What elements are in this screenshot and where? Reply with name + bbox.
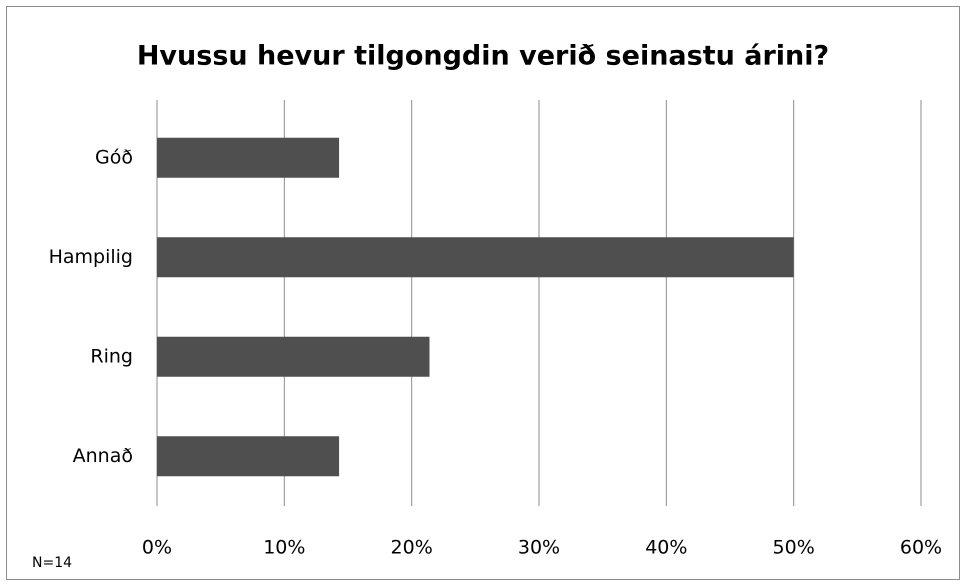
- chart-frame: [6, 6, 960, 580]
- chart-title: Hvussu hevur tilgongdin verið seinastu á…: [137, 41, 829, 72]
- x-tick-label: 0%: [142, 537, 172, 559]
- x-tick-label: 20%: [391, 537, 433, 559]
- x-tick-label: 40%: [645, 537, 687, 559]
- x-tick-label: 30%: [518, 537, 560, 559]
- y-tick-label: Góð: [95, 146, 133, 168]
- x-tick-label: 10%: [263, 537, 305, 559]
- y-tick-label: Ring: [90, 345, 133, 367]
- bar: [157, 237, 794, 278]
- bar: [157, 436, 340, 477]
- x-tick-label: 60%: [900, 537, 942, 559]
- bar: [157, 336, 430, 377]
- x-tick-label: 50%: [773, 537, 815, 559]
- y-tick-label: Annað: [73, 445, 133, 467]
- y-tick-label: Hampilig: [49, 246, 133, 268]
- annotation: N=14: [32, 555, 72, 571]
- bar: [157, 137, 340, 178]
